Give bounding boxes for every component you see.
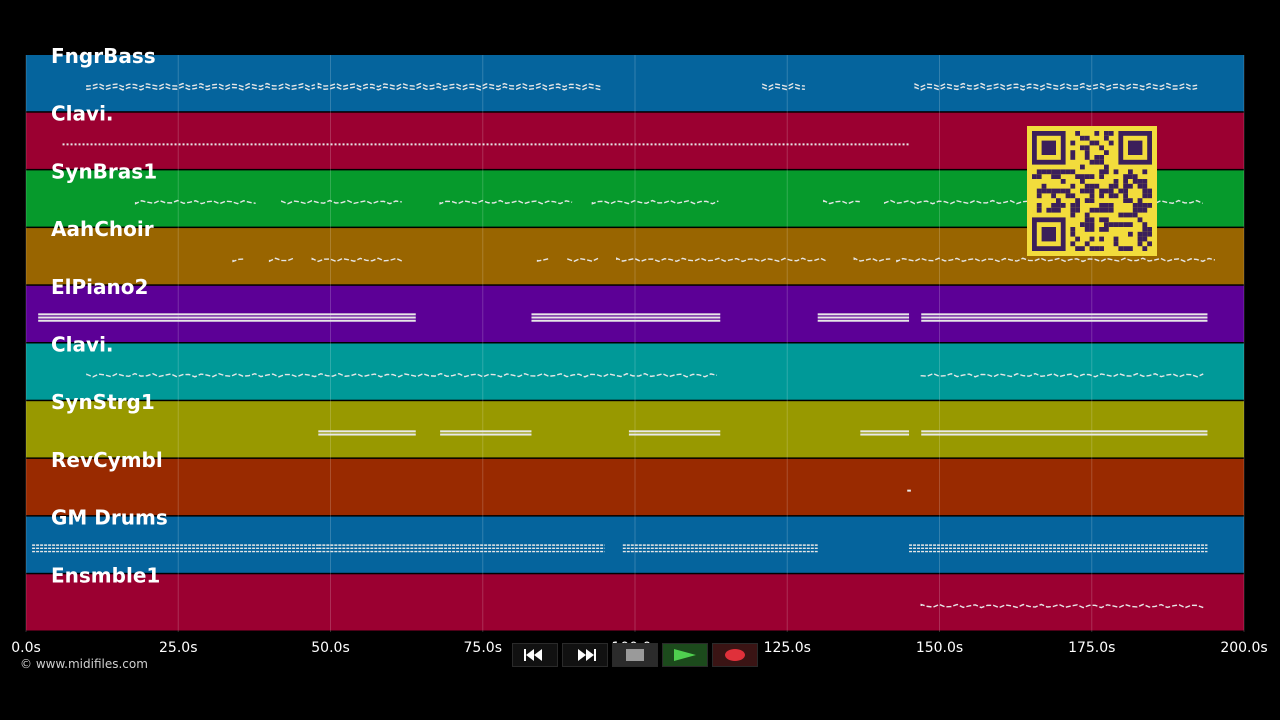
note-run [896,257,1216,263]
note-bar [921,430,1208,433]
track-label: RevCymbl [51,448,163,472]
note-bar [907,489,911,492]
note-bar [921,316,1208,319]
time-tick-label: 75.0s [464,640,502,656]
note-run [616,257,828,263]
note-bar [38,319,416,322]
time-grid [25,55,1245,632]
notes-layer [32,82,1216,609]
note-run [134,199,256,205]
note-bar [38,316,416,319]
track-labels: FngrBass Clavi. SynBras1 AahChoir ElPiano2 Cl… [51,44,168,587]
note-run [86,82,316,88]
note-bar [817,316,910,319]
track-label: ElPiano2 [51,275,148,299]
note-run [317,85,601,91]
time-tick-label: 200.0s [1220,640,1267,656]
note-run [914,85,1198,91]
note-run [232,258,246,263]
transport-controls [512,643,758,669]
note-run [281,199,402,205]
time-tick-label: 0.0s [11,640,41,656]
note-run [920,372,1204,378]
note-run [268,257,294,263]
time-tick-label: 25.0s [159,640,197,656]
note-run [311,257,403,263]
fast-forward-button[interactable] [562,643,608,667]
note-bar [921,433,1208,436]
time-tick-label: 175.0s [1068,640,1115,656]
track-label: Ensmble1 [51,563,160,587]
note-run [914,82,1198,88]
note-bar [817,313,910,316]
note-run [920,603,1204,609]
rewind-icon [524,649,542,661]
stop-icon [626,649,644,661]
note-bar [38,313,416,316]
record-icon [725,649,745,661]
note-bar [318,433,416,436]
track-lane [26,401,1244,458]
note-bar [921,313,1208,316]
fast-forward-icon [578,649,596,661]
qr-code-icon [1027,126,1157,256]
note-bar [440,433,532,436]
track-lane [26,458,1244,516]
track-label: Clavi. [51,333,114,357]
note-run [86,85,316,91]
time-tick-label: 125.0s [764,640,811,656]
note-run [762,82,805,88]
note-run [86,372,718,378]
note-bar [921,319,1208,322]
note-bar [318,430,416,433]
time-tick-label: 150.0s [916,640,963,656]
track-lane [26,55,1244,112]
note-run [317,82,601,88]
note-bar [531,313,721,316]
note-run [439,199,573,205]
stop-button[interactable] [612,643,658,667]
track-label: GM Drums [51,506,168,530]
record-button[interactable] [712,643,758,667]
note-bar [531,316,721,319]
note-bar [817,319,910,322]
note-run [591,199,719,205]
note-run [567,257,599,263]
note-bar [531,319,721,322]
rewind-button[interactable] [512,643,558,667]
play-button[interactable] [662,643,708,667]
note-bar [860,433,910,436]
track-lane [26,574,1244,631]
track-lane [26,343,1244,400]
track-label: Clavi. [51,102,114,126]
track-label: SynBras1 [51,159,157,183]
note-run [823,199,860,205]
note-run [536,257,550,262]
note-bar [440,430,532,433]
time-tick-label: 50.0s [311,640,349,656]
note-bar [860,430,910,433]
note-run [762,86,805,91]
track-label: FngrBass [51,44,156,68]
track-label: AahChoir [51,217,154,241]
note-run [853,257,891,263]
credit-text: © www.midifiles.com [20,657,148,671]
track-label: SynStrg1 [51,390,155,414]
note-bar [628,430,721,433]
play-icon [674,649,696,661]
note-bar [628,433,721,436]
